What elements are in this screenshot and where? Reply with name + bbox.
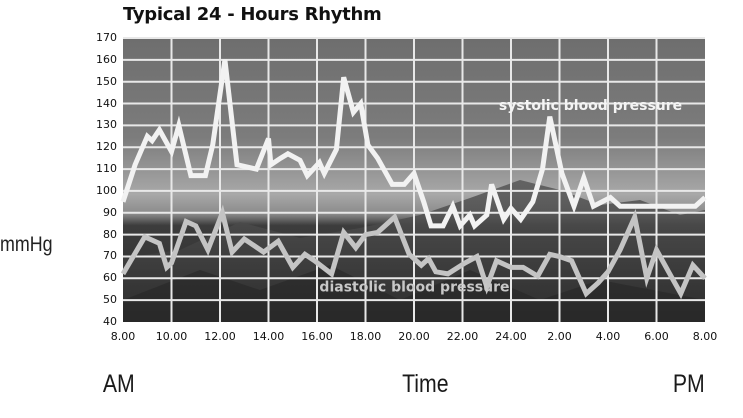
y-tick-label: 60 [103, 271, 117, 285]
x-tick-label: 8.00 [110, 330, 136, 343]
am-label: AM [102, 370, 135, 398]
grid-lines [123, 37, 705, 322]
y-tick-label: 150 [96, 74, 117, 88]
y-tick-label: 160 [96, 52, 117, 66]
x-tick-label: 18.00 [349, 330, 382, 343]
systolic-line [120, 59, 707, 231]
x-tick-label: 20.00 [398, 330, 430, 343]
series-labels: systolic blood pressure diastolic blood p… [319, 98, 682, 295]
chart-title: Typical 24 - Hours Rhythm [123, 4, 382, 25]
x-tick-label: 12.00 [204, 330, 236, 343]
systolic-label: systolic blood pressure [499, 98, 682, 114]
y-tick-label: 120 [96, 140, 117, 154]
x-tick-label: 24.00 [495, 330, 527, 343]
y-tick-label: 80 [103, 227, 117, 241]
diastolic-label: diastolic blood pressure [319, 279, 509, 295]
y-tick-label: 70 [103, 249, 117, 263]
y-tick-label: 50 [103, 293, 117, 307]
diastolic-line [120, 204, 707, 300]
x-tick-label: 22.00 [446, 330, 479, 343]
y-tick-label: 130 [96, 118, 117, 132]
x-tick-label: 14.00 [252, 330, 285, 343]
x-tick-label: 16.00 [301, 330, 333, 343]
y-tick-label: 170 [96, 31, 117, 44]
y-axis-label: mmHg [0, 233, 53, 256]
x-tick-label: 10.00 [155, 330, 188, 343]
x-tick-label: 4.00 [595, 330, 621, 343]
y-tick-label: 110 [96, 162, 117, 176]
x-tick-label: 6.00 [644, 330, 669, 343]
y-tick-label: 140 [96, 96, 117, 110]
y-tick-label: 40 [103, 315, 117, 328]
y-tick-label: 100 [96, 183, 117, 197]
data-lines [120, 59, 707, 300]
pm-label: PM [672, 370, 705, 398]
x-tick-label: 8.00 [692, 330, 718, 343]
x-tick-label: 2.00 [547, 330, 572, 343]
x-axis-label: Time [402, 370, 449, 398]
y-tick-label: 90 [103, 205, 117, 219]
